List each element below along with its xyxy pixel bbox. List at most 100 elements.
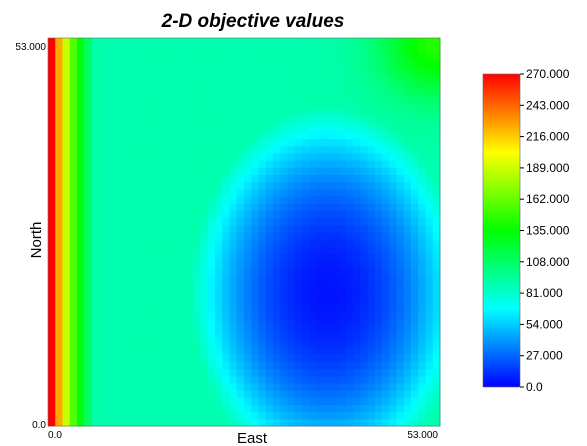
heatmap-cell xyxy=(55,289,64,298)
heatmap-cell xyxy=(164,232,172,240)
heatmap-cell xyxy=(287,303,296,312)
heatmap-cell xyxy=(367,138,376,147)
heatmap-cell xyxy=(323,239,332,247)
heatmap-cell xyxy=(77,346,85,355)
heatmap-cell xyxy=(309,382,318,391)
heatmap-cell xyxy=(135,73,143,82)
heatmap-cell xyxy=(120,145,129,154)
heatmap-cell xyxy=(280,418,289,427)
colorbar-ticks: 0.027.00054.00081.000108.000135.000162.0… xyxy=(520,67,570,394)
heatmap-cell xyxy=(410,124,419,132)
heatmap-cell xyxy=(360,181,368,190)
heatmap-cell xyxy=(69,282,78,290)
heatmap-cell xyxy=(164,138,172,147)
heatmap-cell xyxy=(360,418,368,427)
heatmap-cell xyxy=(432,275,441,283)
heatmap-cell xyxy=(425,361,434,370)
heatmap-cell xyxy=(106,318,114,326)
heatmap-cell xyxy=(432,282,441,290)
heatmap-cell xyxy=(55,275,64,283)
heatmap-cell xyxy=(244,325,252,334)
heatmap-cell xyxy=(367,124,376,132)
heatmap-cell xyxy=(222,224,230,233)
heatmap-cell xyxy=(396,95,405,104)
heatmap-cell xyxy=(280,267,289,276)
heatmap-cell xyxy=(258,346,267,355)
heatmap-cell xyxy=(91,267,100,276)
heatmap-cell xyxy=(222,404,230,413)
heatmap-cell xyxy=(222,311,230,319)
heatmap-cell xyxy=(185,160,194,168)
heatmap-cell xyxy=(69,188,78,197)
heatmap-cell xyxy=(273,81,281,89)
y-tick-min: 0.0 xyxy=(32,420,46,431)
heatmap-cell xyxy=(360,253,368,262)
heatmap-cell xyxy=(113,246,122,255)
heatmap-cell xyxy=(331,160,339,168)
heatmap-cell xyxy=(106,52,114,61)
heatmap-cell xyxy=(62,152,71,161)
heatmap-cell xyxy=(106,246,114,255)
heatmap-cell xyxy=(142,368,151,377)
heatmap-cell xyxy=(200,354,209,362)
heatmap-cell xyxy=(91,332,100,341)
heatmap-cell xyxy=(69,390,78,398)
heatmap-cell xyxy=(338,38,347,46)
heatmap-cell xyxy=(273,145,281,154)
heatmap-cell xyxy=(244,109,252,118)
heatmap-cell xyxy=(374,59,383,68)
heatmap-cell xyxy=(410,196,419,204)
heatmap-cell xyxy=(98,38,107,46)
heatmap-cell xyxy=(258,152,267,161)
heatmap-cell xyxy=(374,390,383,398)
heatmap-cell xyxy=(338,382,347,391)
heatmap-cell xyxy=(302,210,310,219)
heatmap-cell xyxy=(374,160,383,168)
heatmap-cell xyxy=(432,346,441,355)
heatmap-cell xyxy=(214,411,223,420)
heatmap-cell xyxy=(222,346,230,355)
heatmap-cell xyxy=(127,66,136,75)
heatmap-cell xyxy=(323,382,332,391)
heatmap-cell xyxy=(77,217,85,226)
heatmap-cell xyxy=(106,411,114,420)
heatmap-cell xyxy=(229,311,238,319)
heatmap-cell xyxy=(185,131,194,140)
heatmap-cell xyxy=(207,282,216,290)
heatmap-cell xyxy=(98,354,107,362)
heatmap-cell xyxy=(185,210,194,219)
heatmap-cell xyxy=(164,296,172,305)
heatmap-cell xyxy=(55,246,64,255)
heatmap-cell xyxy=(135,404,143,413)
heatmap-cell xyxy=(193,232,201,240)
heatmap-cell xyxy=(410,418,419,427)
heatmap-cell xyxy=(185,73,194,82)
heatmap-cell xyxy=(200,188,209,197)
heatmap-cell xyxy=(127,102,136,111)
heatmap-cell xyxy=(302,152,310,161)
heatmap-cell xyxy=(91,289,100,298)
heatmap-cell xyxy=(374,210,383,219)
heatmap-cell xyxy=(396,217,405,226)
heatmap-cell xyxy=(432,138,441,147)
heatmap-cell xyxy=(236,59,245,68)
heatmap-cell xyxy=(294,311,303,319)
heatmap-cell xyxy=(294,196,303,204)
heatmap-cell xyxy=(222,188,230,197)
heatmap-cell xyxy=(106,88,114,96)
heatmap-cell xyxy=(360,224,368,233)
heatmap-cell xyxy=(367,210,376,219)
heatmap-cell xyxy=(98,267,107,276)
heatmap-cell xyxy=(113,66,122,75)
heatmap-cell xyxy=(156,318,165,326)
heatmap-cell xyxy=(127,375,136,384)
heatmap-cell xyxy=(164,267,172,276)
heatmap-cell xyxy=(193,109,201,118)
heatmap-cell xyxy=(200,311,209,319)
heatmap-cell xyxy=(120,411,129,420)
heatmap-cell xyxy=(156,73,165,82)
heatmap-cell xyxy=(149,246,158,255)
heatmap-cell xyxy=(164,217,172,226)
heatmap-cell xyxy=(418,210,426,219)
heatmap-cell xyxy=(55,117,64,125)
